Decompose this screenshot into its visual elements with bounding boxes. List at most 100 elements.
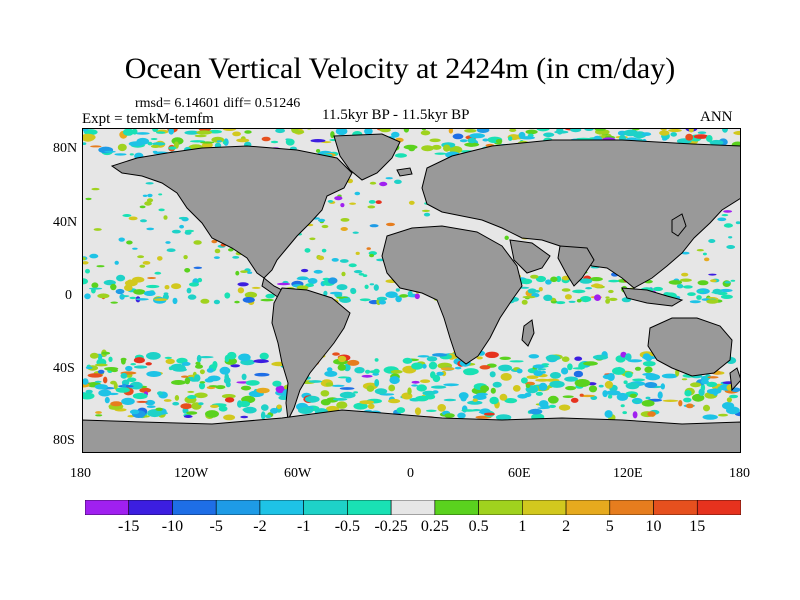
velocity-cell [139,205,146,209]
velocity-cell [194,374,201,382]
velocity-cell [706,381,718,387]
velocity-cell [224,292,231,299]
velocity-cell [94,363,108,367]
velocity-cell [543,294,553,301]
velocity-cell [144,201,152,206]
velocity-cell [709,139,724,146]
velocity-cell [689,300,701,304]
velocity-cell [184,130,200,135]
velocity-cell [238,353,251,362]
velocity-cell [670,132,677,137]
velocity-cell [198,356,214,359]
velocity-cell [232,131,242,137]
colorbar-label: 5 [605,518,614,535]
velocity-cell [454,366,462,370]
velocity-cell [205,410,219,418]
velocity-cell [525,383,531,388]
velocity-cell [155,407,163,411]
velocity-cell [142,194,148,197]
velocity-cell [500,373,512,381]
x-tick-0: 0 [407,466,414,481]
velocity-cell [143,290,156,296]
velocity-cell [662,399,679,402]
velocity-cell [323,290,328,296]
velocity-cell [163,292,169,295]
velocity-cell [369,283,375,286]
velocity-cell [214,248,221,254]
velocity-cell [463,368,479,375]
velocity-cell [157,256,163,261]
velocity-cell [420,379,431,383]
velocity-cell [98,389,112,397]
velocity-cell [354,367,365,374]
velocity-cell [331,384,345,387]
velocity-cell [349,202,356,205]
velocity-cell [608,297,618,301]
velocity-cell [535,275,546,283]
velocity-cell [538,400,549,408]
velocity-cell [366,385,375,392]
velocity-cell [508,136,513,141]
y-tick-80n: 80N [53,141,78,156]
velocity-cell [348,263,357,268]
velocity-cell [533,364,545,369]
colorbar-label: 10 [645,518,662,535]
velocity-cell [222,140,227,145]
velocity-cell [180,403,193,410]
velocity-cell [388,398,401,404]
velocity-cell [215,385,226,390]
velocity-cell [139,387,152,393]
velocity-cell [187,390,195,393]
velocity-cell [187,374,195,377]
velocity-cell [519,136,535,140]
velocity-cell [403,128,410,133]
velocity-cell [527,288,537,294]
x-tick-180e: 180 [729,466,750,481]
velocity-cell [653,286,663,292]
velocity-cell [476,356,483,360]
velocity-cell [696,249,704,252]
velocity-cell [104,396,110,404]
velocity-cell [375,200,382,204]
velocity-cell [104,150,116,153]
velocity-cell [332,352,340,356]
velocity-cell [662,137,668,141]
stats-line: rmsd= 6.14601 diff= 0.51246 [135,96,301,111]
velocity-cell [230,364,240,368]
africa [381,225,523,365]
velocity-cell [87,373,103,378]
velocity-cell [304,248,311,253]
velocity-cell [133,289,146,295]
velocity-cell [181,375,189,378]
velocity-cell [414,407,422,416]
velocity-cell [89,287,103,290]
velocity-cell [168,128,174,135]
velocity-cell [461,409,477,412]
velocity-cell [594,294,601,301]
velocity-cell [313,269,323,274]
velocity-cell [423,212,431,217]
velocity-cell [624,371,633,378]
velocity-cell [411,362,423,370]
velocity-cell [414,293,420,300]
velocity-cell [708,273,717,276]
velocity-cell [644,366,653,373]
velocity-cell [120,357,127,362]
velocity-cell [341,297,351,303]
velocity-cell [82,133,96,141]
velocity-cell [121,383,127,388]
velocity-cell [82,392,95,400]
velocity-cell [164,285,170,290]
velocity-cell [517,394,528,399]
velocity-cell [376,296,388,301]
velocity-cell [146,284,160,289]
velocity-cell [184,229,195,233]
season-label: ANN [700,109,733,125]
velocity-cell [85,197,92,201]
velocity-cell [457,412,466,419]
velocity-cell [443,383,459,387]
iceland [396,167,413,177]
velocity-cell [337,376,350,379]
velocity-cell [261,404,269,411]
velocity-cell [245,380,260,386]
